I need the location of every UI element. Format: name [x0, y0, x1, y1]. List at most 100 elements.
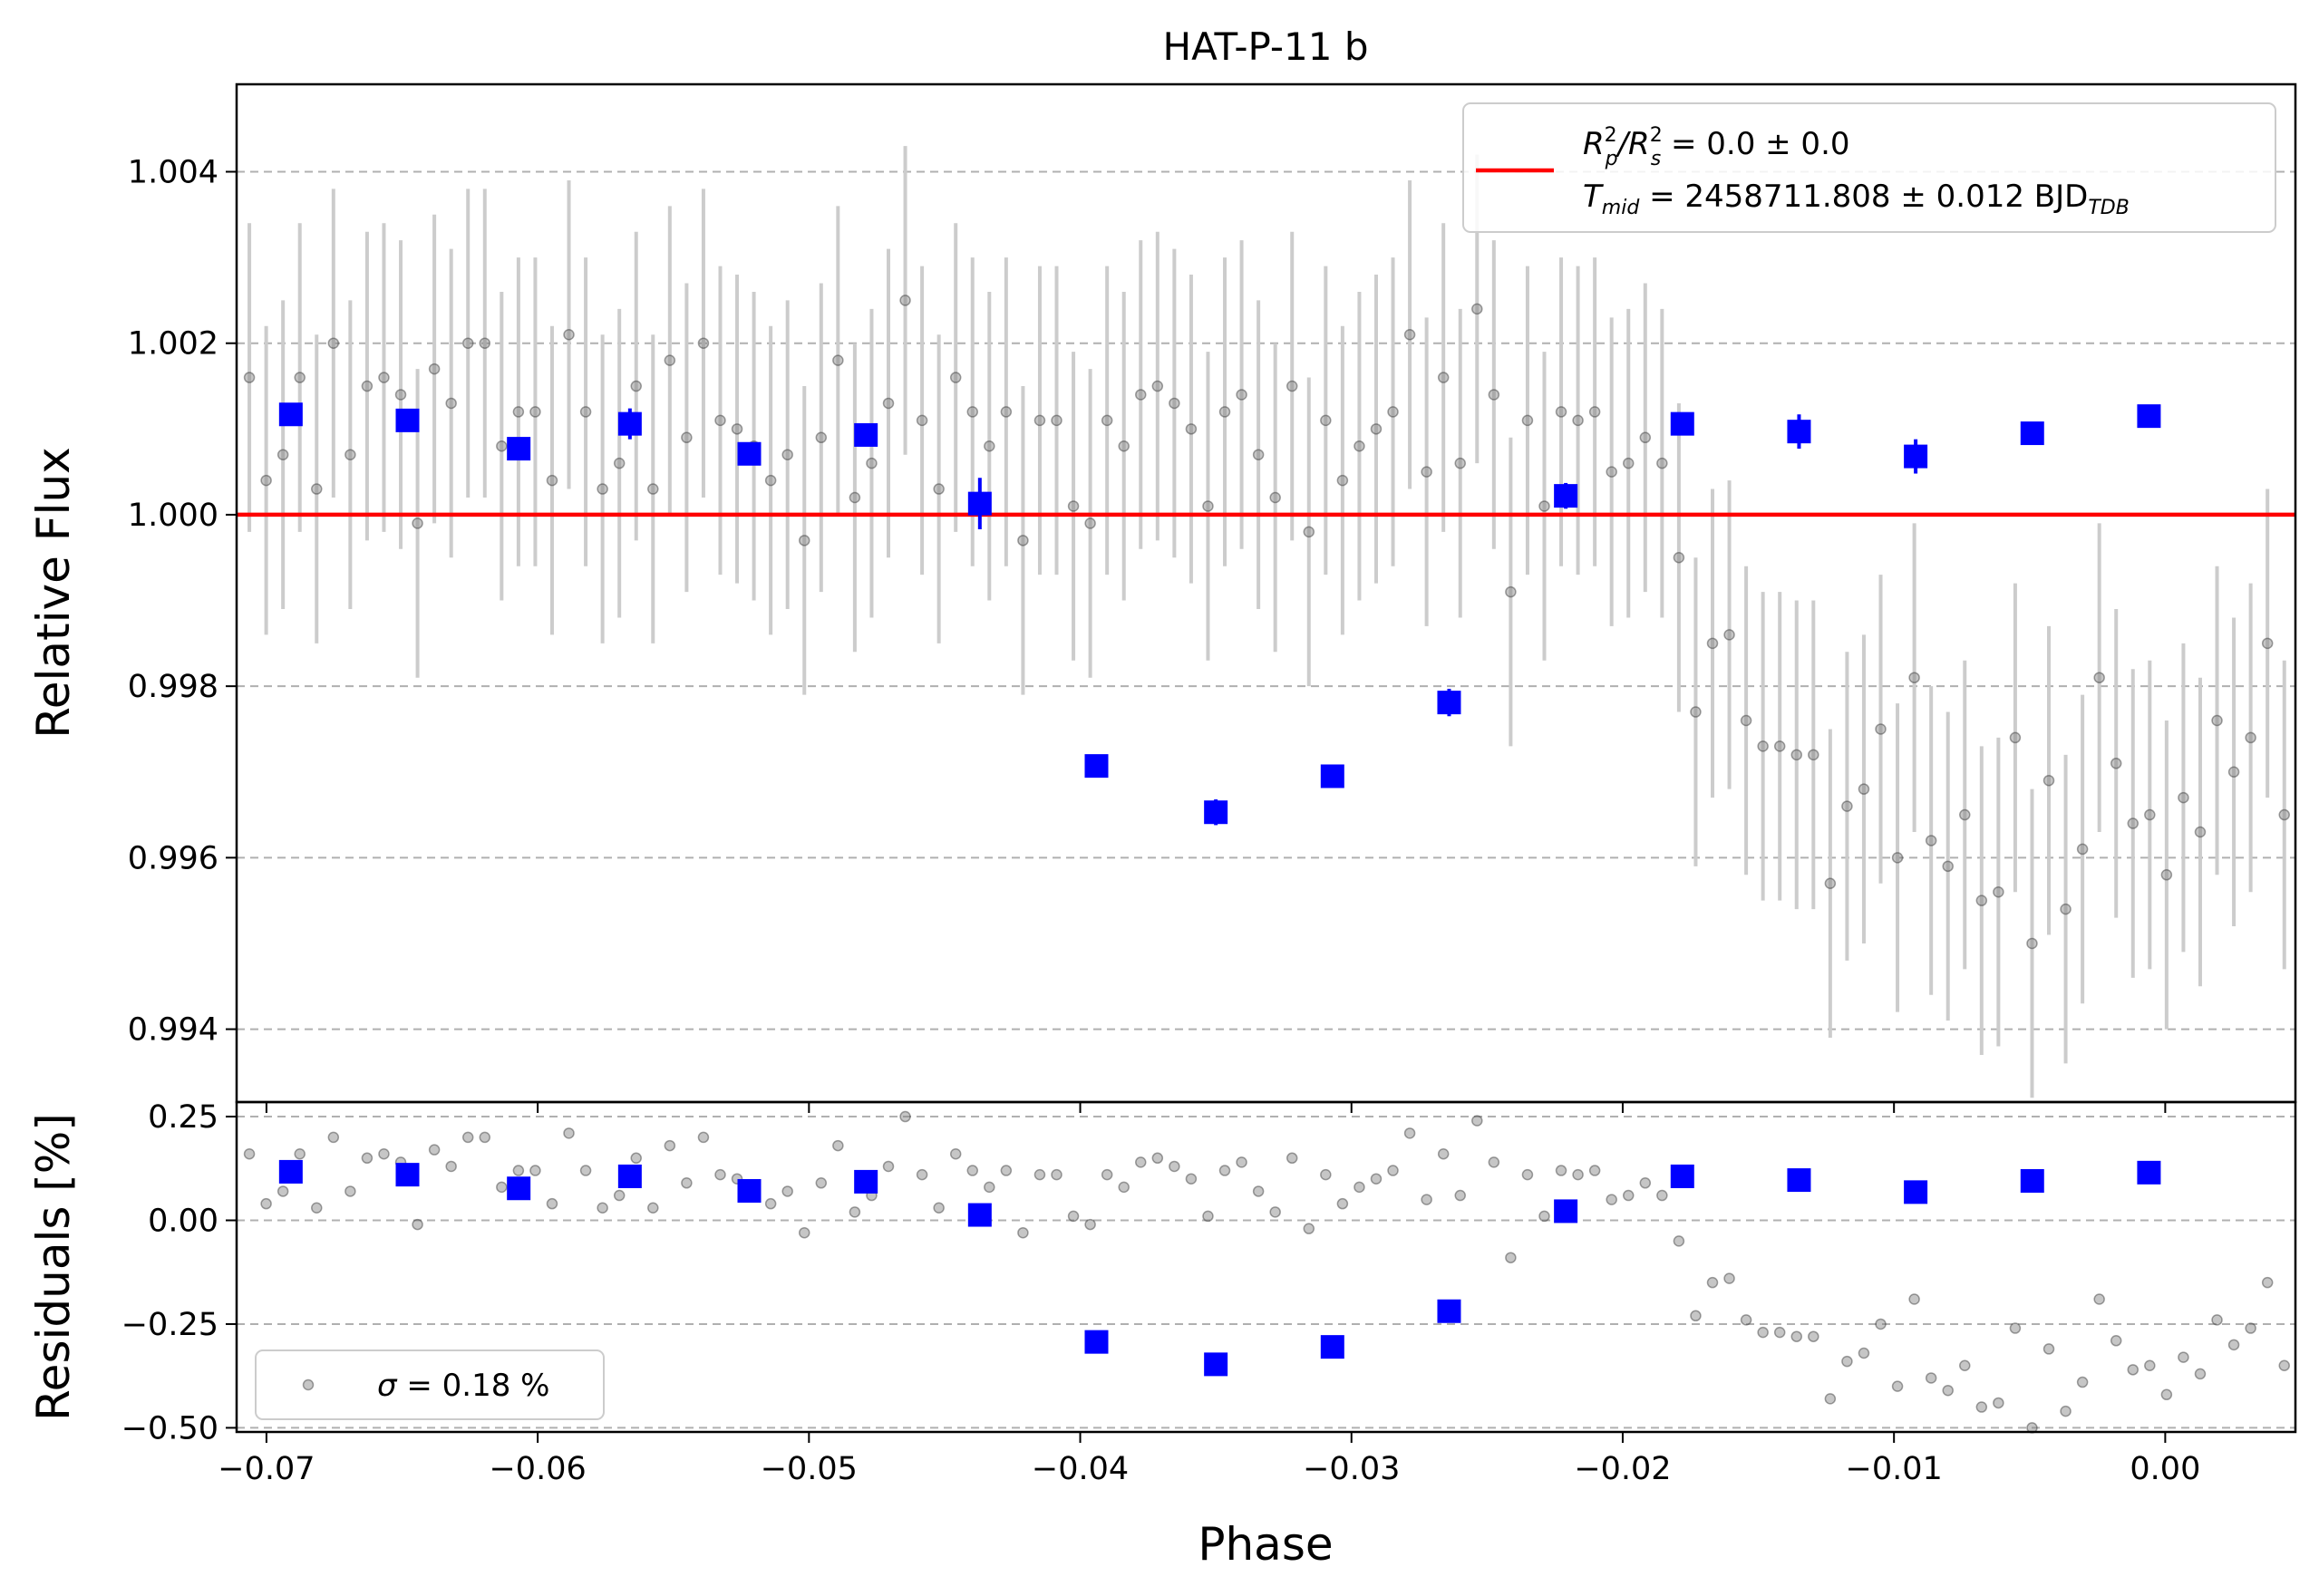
flux-point — [277, 449, 289, 460]
flux-point — [1185, 423, 1198, 435]
flux-point — [361, 380, 374, 392]
flux-point — [1505, 585, 1517, 598]
legend-depth-entry: R2 p/R2 s = 0.0 ± 0.0 — [1583, 124, 1850, 170]
residual-point — [2060, 1405, 2072, 1417]
flux-point — [613, 457, 626, 469]
residual-binned-points — [278, 1159, 2161, 1377]
residual-points — [243, 1110, 2290, 1434]
flux-point — [1387, 406, 1399, 418]
flux-legend: R2 p/R2 s = 0.0 ± 0.0 Tmid = 2458711.808 ±… — [1462, 102, 2276, 233]
flux-point — [563, 329, 575, 341]
residual-point — [630, 1152, 642, 1165]
residual-point — [2194, 1368, 2207, 1380]
flux-y-tick-label: 1.004 — [128, 155, 218, 191]
residual-point — [529, 1165, 541, 1176]
binned-residual-point — [1437, 1299, 1461, 1323]
flux-point — [496, 440, 508, 452]
residual-point — [1773, 1326, 1786, 1339]
binned-point — [395, 408, 420, 432]
residual-point — [277, 1185, 289, 1197]
residual-point — [1858, 1347, 1870, 1359]
flux-point — [579, 406, 592, 418]
flux-point — [1706, 637, 1719, 650]
flux-point — [1656, 457, 1668, 469]
flux-point — [1236, 389, 1247, 401]
residual-point — [1370, 1173, 1383, 1185]
residual-point — [966, 1165, 979, 1176]
flux-point — [1538, 500, 1550, 512]
flux-point — [1471, 303, 1483, 315]
residual-point — [2093, 1293, 2105, 1305]
flux-point — [1017, 535, 1029, 547]
legend-box — [1462, 102, 2276, 233]
flux-point — [798, 535, 810, 547]
residual-point — [1690, 1310, 1702, 1322]
flux-point — [2261, 637, 2274, 650]
residual-point — [1656, 1189, 1668, 1202]
residual-point — [1236, 1156, 1247, 1168]
flux-point — [2245, 731, 2256, 744]
flux-point — [1572, 414, 1584, 427]
residual-point — [1740, 1314, 1752, 1326]
residual-point — [1925, 1372, 1937, 1384]
flux-point — [1336, 474, 1349, 487]
residual-point — [1454, 1189, 1466, 1202]
flux-point — [2144, 808, 2156, 821]
flux-point — [1101, 414, 1113, 427]
residual-point — [512, 1165, 525, 1176]
binned-point — [1084, 754, 1109, 779]
binned-residual-point — [278, 1159, 303, 1184]
residuals-y-axis-label: Residuals [%] — [27, 1113, 80, 1421]
residual-point — [1841, 1355, 1853, 1368]
residuals-y-ticks: −0.50 −0.25 0.00 0.25 — [121, 1099, 237, 1446]
flux-point — [412, 517, 423, 529]
flux-point — [1033, 414, 1046, 427]
binned-point — [1554, 484, 1578, 508]
flux-point — [2227, 766, 2240, 779]
residual-point — [294, 1147, 306, 1160]
flux-point — [714, 414, 726, 427]
residual-point — [1959, 1359, 1971, 1371]
flux-point — [2042, 774, 2055, 787]
residual-point — [1790, 1330, 1803, 1342]
binned-point — [1320, 764, 1344, 788]
flux-point — [1286, 380, 1298, 392]
flux-point — [344, 449, 356, 460]
flux-points — [243, 295, 2290, 950]
residual-point — [1488, 1156, 1500, 1168]
flux-point — [1555, 406, 1567, 418]
flux-point — [1891, 852, 1904, 864]
flux-point — [1790, 749, 1803, 761]
flux-point — [311, 483, 323, 495]
binned-residual-point — [1084, 1330, 1109, 1354]
flux-point — [882, 397, 895, 410]
binned-residual-point — [2020, 1168, 2044, 1193]
residual-point — [1354, 1181, 1365, 1194]
legend-point-marker — [302, 1378, 315, 1391]
residuals-y-tick-label: 0.25 — [148, 1099, 218, 1136]
flux-point — [1320, 414, 1332, 427]
flux-point — [781, 449, 793, 460]
x-tick-label: −0.07 — [218, 1451, 315, 1487]
residuals-legend: σ = 0.18 % — [255, 1349, 605, 1420]
x-tick-label: −0.03 — [1303, 1451, 1400, 1487]
residual-point — [2227, 1339, 2240, 1351]
flux-point — [1808, 749, 1819, 761]
residual-point — [546, 1197, 558, 1210]
flux-point — [597, 483, 608, 495]
flux-point — [1218, 406, 1231, 418]
flux-point — [966, 406, 979, 418]
flux-point — [2127, 817, 2139, 829]
binned-point — [507, 437, 531, 461]
residual-point — [1067, 1210, 1080, 1223]
flux-point — [933, 483, 945, 495]
residual-point — [1303, 1223, 1315, 1234]
flux-point — [1169, 397, 1180, 410]
residual-point — [412, 1218, 423, 1231]
residual-point — [664, 1139, 676, 1152]
residual-point — [1875, 1318, 1887, 1330]
residuals-y-tick-label: −0.25 — [121, 1307, 218, 1343]
residual-point — [916, 1168, 928, 1181]
residual-point — [428, 1144, 441, 1156]
residual-point — [1975, 1401, 1988, 1413]
